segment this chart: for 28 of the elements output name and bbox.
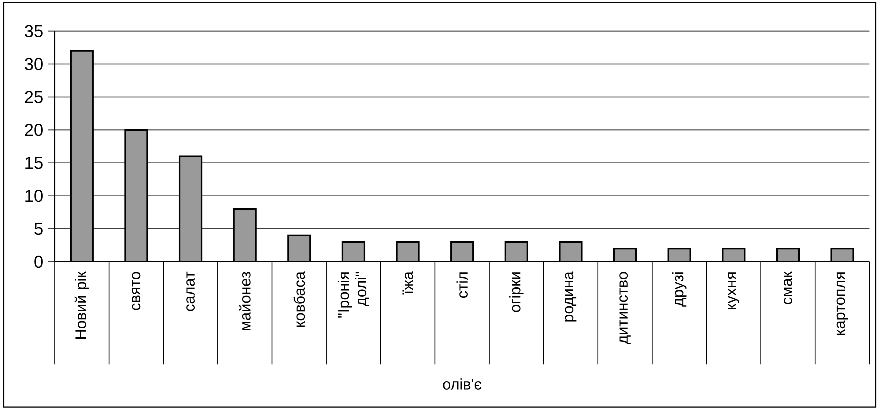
- bar: [233, 208, 257, 262]
- y-tick-label: 25: [25, 91, 43, 104]
- x-tick-label: Новий рік: [74, 272, 90, 339]
- x-tick-label: родина: [565, 272, 577, 322]
- x-tick-label: свято: [132, 272, 141, 310]
- x-tick-label: друзі: [672, 272, 687, 307]
- x-tick-label: стіл: [456, 272, 468, 298]
- y-tick-label: 35: [25, 25, 43, 38]
- x-tick-label: кухня: [728, 272, 740, 310]
- bar: [178, 156, 203, 262]
- y-tick-label: 20: [25, 124, 43, 136]
- bar: [70, 50, 94, 262]
- y-tick-label: 0: [34, 256, 43, 268]
- y-tick-label: 5: [34, 223, 43, 236]
- x-tick-label: їжа: [402, 272, 414, 295]
- x-tick-label: майонез: [239, 272, 251, 330]
- x-tick-label: дитинство: [620, 272, 631, 344]
- x-axis-title: олів'є: [443, 378, 482, 390]
- y-tick-label: 10: [26, 190, 43, 202]
- x-tick-label: "Іронія долі": [338, 272, 370, 318]
- y-tick-label: 15: [26, 157, 43, 170]
- bar: [124, 129, 148, 262]
- x-tick-label: ковбаса: [294, 272, 306, 328]
- x-tick-label: салат: [186, 272, 195, 312]
- x-tick-label: картопля: [836, 272, 848, 336]
- x-tick-label: смак: [784, 272, 792, 304]
- x-tick-label: огірки: [510, 272, 524, 312]
- y-tick-label: 30: [25, 58, 43, 70]
